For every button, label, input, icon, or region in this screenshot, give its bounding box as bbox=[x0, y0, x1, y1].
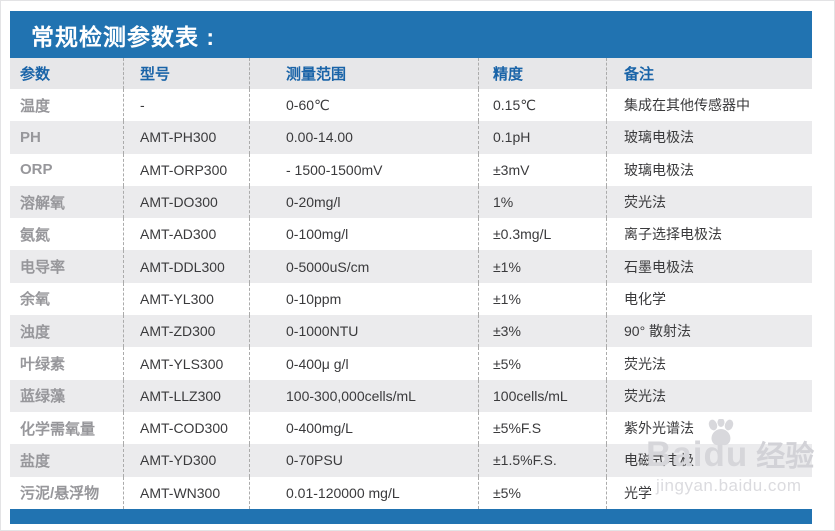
table-row: 盐度 AMT-YD300 0-70PSU ±1.5%F.S. 电磁式电极 bbox=[10, 444, 812, 477]
cell-param: 蓝绿藻 bbox=[10, 379, 124, 412]
cell-precision: 1% bbox=[479, 185, 607, 219]
cell-note: 90° 散射法 bbox=[624, 323, 692, 340]
cell-model: AMT-ORP300 bbox=[124, 153, 250, 186]
cell-range: 0-1000NTU bbox=[250, 315, 479, 348]
cell-note: 玻璃电极法 bbox=[624, 161, 694, 178]
table-title-bar: 常规检测参数表 : bbox=[10, 11, 812, 58]
cell-range: 0-100mg/l bbox=[250, 218, 479, 251]
cell-range: 0-10ppm bbox=[250, 282, 479, 316]
page-title: 常规检测参数表 : bbox=[31, 23, 216, 50]
cell-param: 电导率 bbox=[10, 250, 124, 283]
cell-model: AMT-WN300 bbox=[124, 476, 250, 509]
cell-note: 电磁式电极 bbox=[624, 452, 694, 469]
cell-param: 化学需氧量 bbox=[10, 411, 124, 445]
table-row: 溶解氧 AMT-DO300 0-20mg/l 1% 荧光法 bbox=[10, 185, 812, 219]
cell-model: - bbox=[124, 89, 250, 122]
parameters-table: 常规检测参数表 : 参数 型号 测量范围 精度 备注 温度 - 0-60℃ 0.… bbox=[10, 11, 812, 524]
column-header-parameter: 参数 bbox=[10, 58, 124, 89]
column-header-range: 测量范围 bbox=[250, 58, 479, 89]
table-footer-bar bbox=[10, 508, 812, 524]
cell-precision: ±5%F.S bbox=[479, 411, 607, 445]
cell-param: 盐度 bbox=[10, 444, 124, 477]
table-row: 温度 - 0-60℃ 0.15℃ 集成在其他传感器中 bbox=[10, 89, 812, 122]
cell-param: 浊度 bbox=[10, 315, 124, 348]
cell-range: - 1500-1500mV bbox=[250, 153, 479, 186]
table-row: 余氧 AMT-YL300 0-10ppm ±1% 电化学 bbox=[10, 282, 812, 316]
cell-precision: ±5% bbox=[479, 347, 607, 380]
cell-range: 0-5000uS/cm bbox=[250, 250, 479, 283]
cell-note: 玻璃电极法 bbox=[624, 129, 694, 146]
cell-range: 0-70PSU bbox=[250, 444, 479, 477]
cell-param: 余氧 bbox=[10, 282, 124, 316]
cell-model: AMT-YD300 bbox=[124, 444, 250, 477]
cell-note: 集成在其他传感器中 bbox=[624, 97, 750, 114]
table-row: 蓝绿藻 AMT-LLZ300 100-300,000cells/mL 100ce… bbox=[10, 379, 812, 412]
table-row: 叶绿素 AMT-YLS300 0-400μ g/l ±5% 荧光法 bbox=[10, 347, 812, 380]
cell-precision: ±0.3mg/L bbox=[479, 218, 607, 251]
table-row: PH AMT-PH300 0.00-14.00 0.1pH 玻璃电极法 bbox=[10, 121, 812, 154]
cell-model: AMT-AD300 bbox=[124, 218, 250, 251]
cell-note: 紫外光谱法 bbox=[624, 420, 694, 437]
cell-precision: 100cells/mL bbox=[479, 379, 607, 412]
cell-note: 荧光法 bbox=[624, 387, 666, 404]
cell-precision: ±1% bbox=[479, 282, 607, 316]
cell-model: AMT-LLZ300 bbox=[124, 379, 250, 412]
table-row: ORP AMT-ORP300 - 1500-1500mV ±3mV 玻璃电极法 bbox=[10, 153, 812, 186]
cell-note: 离子选择电极法 bbox=[624, 226, 722, 243]
cell-range: 0.01-120000 mg/L bbox=[250, 476, 479, 509]
cell-precision: 0.15℃ bbox=[479, 89, 607, 122]
column-header-model: 型号 bbox=[124, 58, 250, 89]
cell-model: AMT-ZD300 bbox=[124, 315, 250, 348]
column-header-note: 备注 bbox=[624, 66, 655, 83]
cell-note: 荧光法 bbox=[624, 194, 666, 211]
cell-note: 荧光法 bbox=[624, 355, 666, 372]
table-row: 电导率 AMT-DDL300 0-5000uS/cm ±1% 石墨电极法 bbox=[10, 250, 812, 283]
cell-range: 0-400mg/L bbox=[250, 411, 479, 445]
cell-model: AMT-YLS300 bbox=[124, 347, 250, 380]
cell-precision: 0.1pH bbox=[479, 121, 607, 154]
cell-param: ORP bbox=[10, 153, 124, 186]
cell-range: 0-400μ g/l bbox=[250, 347, 479, 380]
cell-model: AMT-YL300 bbox=[124, 282, 250, 316]
table-row: 化学需氧量 AMT-COD300 0-400mg/L ±5%F.S 紫外光谱法 bbox=[10, 411, 812, 445]
cell-param: PH bbox=[10, 121, 124, 154]
cell-note: 光学 bbox=[624, 484, 652, 501]
cell-model: AMT-DDL300 bbox=[124, 250, 250, 283]
cell-precision: ±3mV bbox=[479, 153, 607, 186]
cell-note: 石墨电极法 bbox=[624, 258, 694, 275]
cell-precision: ±5% bbox=[479, 476, 607, 509]
cell-model: AMT-COD300 bbox=[124, 411, 250, 445]
cell-param: 污泥/悬浮物 bbox=[10, 476, 124, 509]
table-body: 温度 - 0-60℃ 0.15℃ 集成在其他传感器中 PH AMT-PH300 … bbox=[10, 89, 812, 509]
table-header-row: 参数 型号 测量范围 精度 备注 bbox=[10, 58, 812, 89]
table-row: 浊度 AMT-ZD300 0-1000NTU ±3% 90° 散射法 bbox=[10, 315, 812, 348]
cell-param: 温度 bbox=[10, 89, 124, 122]
cell-range: 100-300,000cells/mL bbox=[250, 379, 479, 412]
cell-model: AMT-DO300 bbox=[124, 185, 250, 219]
cell-param: 溶解氧 bbox=[10, 185, 124, 219]
table-row: 氨氮 AMT-AD300 0-100mg/l ±0.3mg/L 离子选择电极法 bbox=[10, 218, 812, 251]
cell-range: 0-60℃ bbox=[250, 89, 479, 122]
cell-param: 氨氮 bbox=[10, 218, 124, 251]
cell-model: AMT-PH300 bbox=[124, 121, 250, 154]
cell-range: 0-20mg/l bbox=[250, 185, 479, 219]
cell-precision: ±1% bbox=[479, 250, 607, 283]
cell-precision: ±3% bbox=[479, 315, 607, 348]
cell-param: 叶绿素 bbox=[10, 347, 124, 380]
cell-range: 0.00-14.00 bbox=[250, 121, 479, 154]
cell-note: 电化学 bbox=[624, 290, 666, 307]
table-row: 污泥/悬浮物 AMT-WN300 0.01-120000 mg/L ±5% 光学 bbox=[10, 476, 812, 509]
column-header-precision: 精度 bbox=[479, 58, 607, 89]
cell-precision: ±1.5%F.S. bbox=[479, 444, 607, 477]
